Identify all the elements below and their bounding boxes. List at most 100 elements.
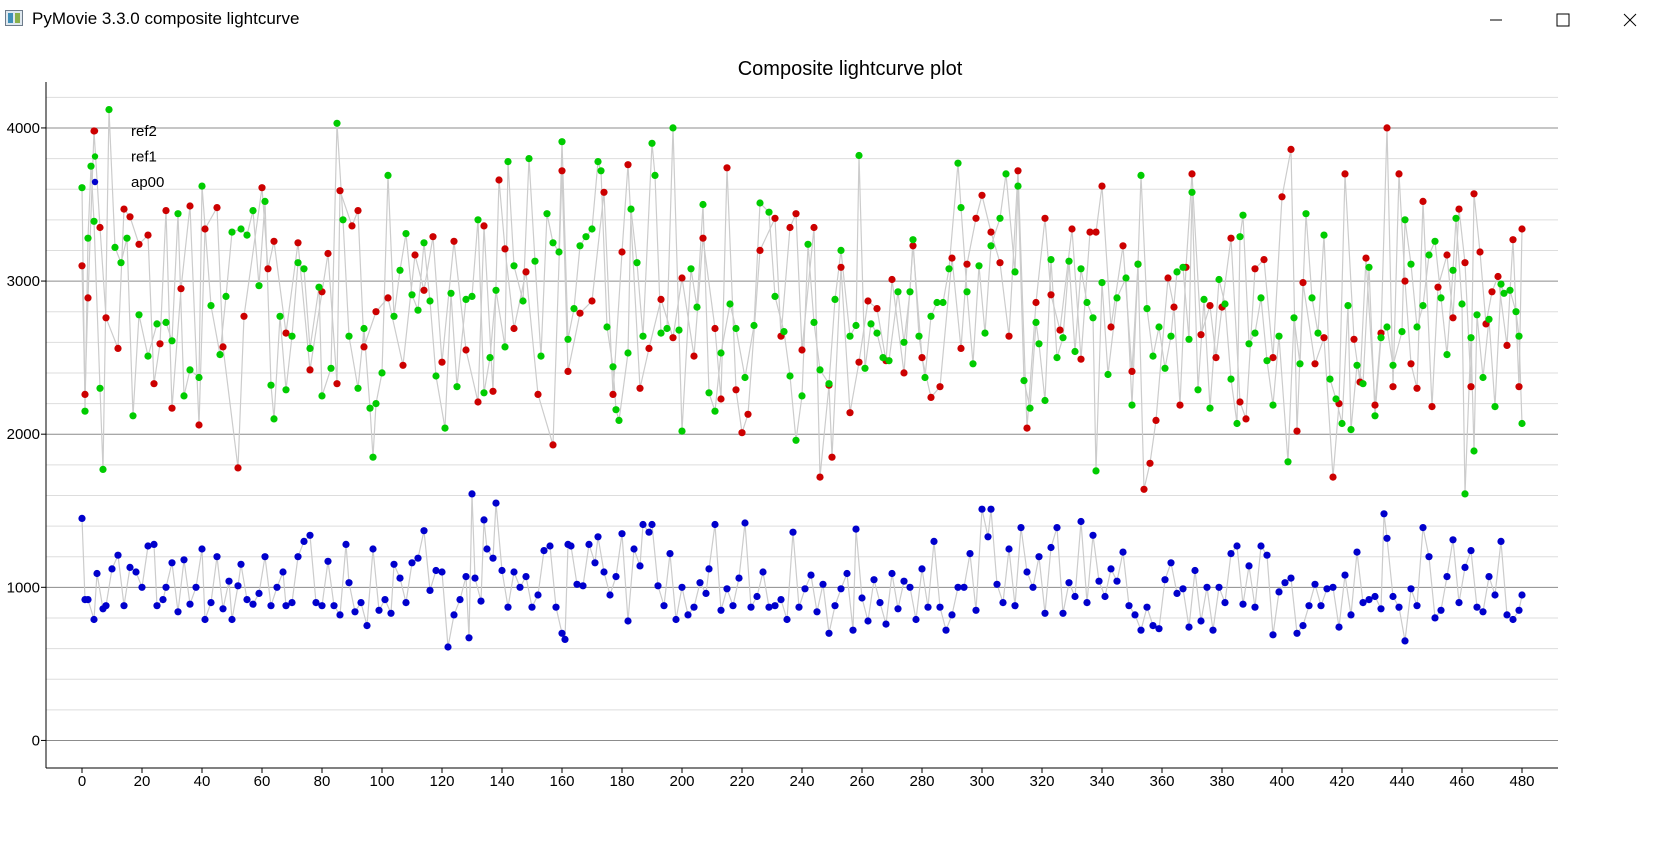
data-point-ap00 — [1011, 602, 1019, 610]
x-tick-label: 320 — [1029, 773, 1054, 790]
data-point-ref2 — [669, 334, 677, 342]
data-point-ref2 — [549, 441, 557, 449]
data-point-ap00 — [864, 617, 872, 625]
data-point-ref2 — [1428, 403, 1436, 411]
data-point-ref1 — [963, 288, 971, 296]
lightcurve-plot[interactable]: 0 1000 2000 3000 4000 0 20 40 60 80 100 120 140 160 18… — [0, 40, 1662, 846]
data-point-ap00 — [567, 542, 575, 550]
data-point-ap00 — [1227, 550, 1235, 558]
data-point-ref1 — [825, 380, 833, 388]
data-point-ref1 — [846, 332, 854, 340]
data-point-ref2 — [201, 225, 209, 233]
data-point-ref1 — [648, 139, 656, 147]
data-point-ref1 — [1071, 347, 1079, 356]
close-button[interactable] — [1597, 0, 1662, 40]
data-point-ap00 — [954, 583, 962, 591]
data-point-ref1 — [1221, 300, 1229, 308]
data-point-ap00 — [279, 568, 287, 576]
x-tick-label: 100 — [369, 773, 394, 790]
data-point-ref1 — [1443, 351, 1451, 359]
data-point-ref2 — [324, 249, 332, 258]
data-point-ap00 — [375, 606, 383, 614]
data-point-ap00 — [414, 554, 422, 562]
data-point-ref1 — [954, 159, 962, 167]
data-point-ref1 — [771, 292, 779, 300]
data-point-ref2 — [1515, 383, 1523, 391]
data-point-ap00 — [312, 599, 320, 607]
data-point-ref2 — [1419, 197, 1427, 205]
data-point-ref2 — [348, 222, 356, 230]
data-point-ap00 — [426, 586, 434, 595]
data-point-ref2 — [1236, 398, 1244, 406]
data-point-ref1 — [1026, 404, 1034, 412]
data-point-ref1 — [396, 266, 404, 274]
data-point-ref2 — [81, 390, 89, 398]
data-point-ref1 — [1167, 332, 1175, 340]
data-point-ref1 — [894, 288, 902, 296]
data-point-ap00 — [1413, 602, 1421, 610]
data-point-ap00 — [1347, 611, 1355, 619]
data-point-ap00 — [1311, 580, 1319, 588]
data-point-ap00 — [1143, 603, 1151, 611]
data-point-ap00 — [630, 545, 638, 553]
data-point-ap00 — [1473, 603, 1481, 611]
data-point-ap00 — [702, 589, 710, 598]
data-point-ref1 — [1467, 334, 1475, 342]
data-point-ap00 — [993, 580, 1001, 588]
data-point-ref2 — [657, 295, 665, 303]
data-point-ref1 — [1227, 375, 1235, 383]
data-point-ap00 — [1251, 603, 1259, 611]
minimize-button[interactable] — [1463, 0, 1529, 40]
data-point-ref1 — [717, 349, 725, 357]
data-point-ref2 — [213, 204, 221, 212]
data-point-ref2 — [732, 386, 740, 394]
data-point-ap00 — [645, 528, 653, 536]
data-point-ref1 — [222, 292, 230, 300]
data-point-ap00 — [330, 602, 338, 610]
data-point-ref1 — [663, 324, 671, 333]
data-point-ref1 — [693, 303, 701, 311]
maximize-icon — [1556, 13, 1570, 27]
data-point-ref1 — [1239, 211, 1247, 219]
data-point-ref1 — [1461, 490, 1469, 498]
data-point-ref1 — [216, 351, 224, 359]
data-point-ap00 — [324, 557, 332, 565]
data-point-ref2 — [1056, 326, 1064, 334]
data-point-ref1 — [378, 369, 386, 377]
data-point-ref1 — [1173, 268, 1181, 276]
data-point-ap00 — [1041, 609, 1049, 617]
data-point-ref2 — [168, 404, 176, 412]
data-point-ref2 — [372, 308, 380, 316]
data-point-ref2 — [1389, 383, 1397, 391]
data-point-ap00 — [1389, 592, 1397, 601]
data-point-ap00 — [858, 594, 866, 602]
data-point-ref1 — [597, 167, 605, 175]
data-point-ap00 — [357, 599, 365, 607]
data-point-ap00 — [999, 599, 1007, 607]
close-icon — [1623, 13, 1637, 27]
data-point-ap00 — [789, 528, 797, 536]
data-point-ap00 — [747, 603, 755, 611]
data-point-ap00 — [888, 569, 896, 578]
data-point-ref2 — [219, 343, 227, 351]
data-point-ref1 — [384, 171, 392, 179]
data-point-ref1 — [1308, 294, 1316, 302]
x-tick-label: 400 — [1269, 773, 1294, 790]
data-point-ref1 — [276, 312, 284, 320]
data-point-ref1 — [1137, 171, 1145, 179]
data-point-ap00 — [516, 583, 524, 591]
data-point-ap00 — [1089, 531, 1097, 539]
data-point-ref1 — [786, 372, 794, 380]
data-point-ap00 — [1335, 623, 1343, 631]
x-tick-label: 360 — [1149, 773, 1174, 790]
data-point-ref2 — [810, 223, 818, 232]
data-point-ap00 — [138, 583, 146, 591]
data-point-ap00 — [1017, 524, 1025, 532]
data-point-ref1 — [261, 197, 269, 205]
data-point-ref1 — [1326, 375, 1334, 383]
maximize-button[interactable] — [1530, 0, 1596, 40]
data-point-ap00 — [594, 533, 602, 541]
data-point-ref2 — [1311, 360, 1319, 368]
data-point-ref2 — [558, 167, 566, 175]
data-point-ref1 — [111, 243, 119, 251]
